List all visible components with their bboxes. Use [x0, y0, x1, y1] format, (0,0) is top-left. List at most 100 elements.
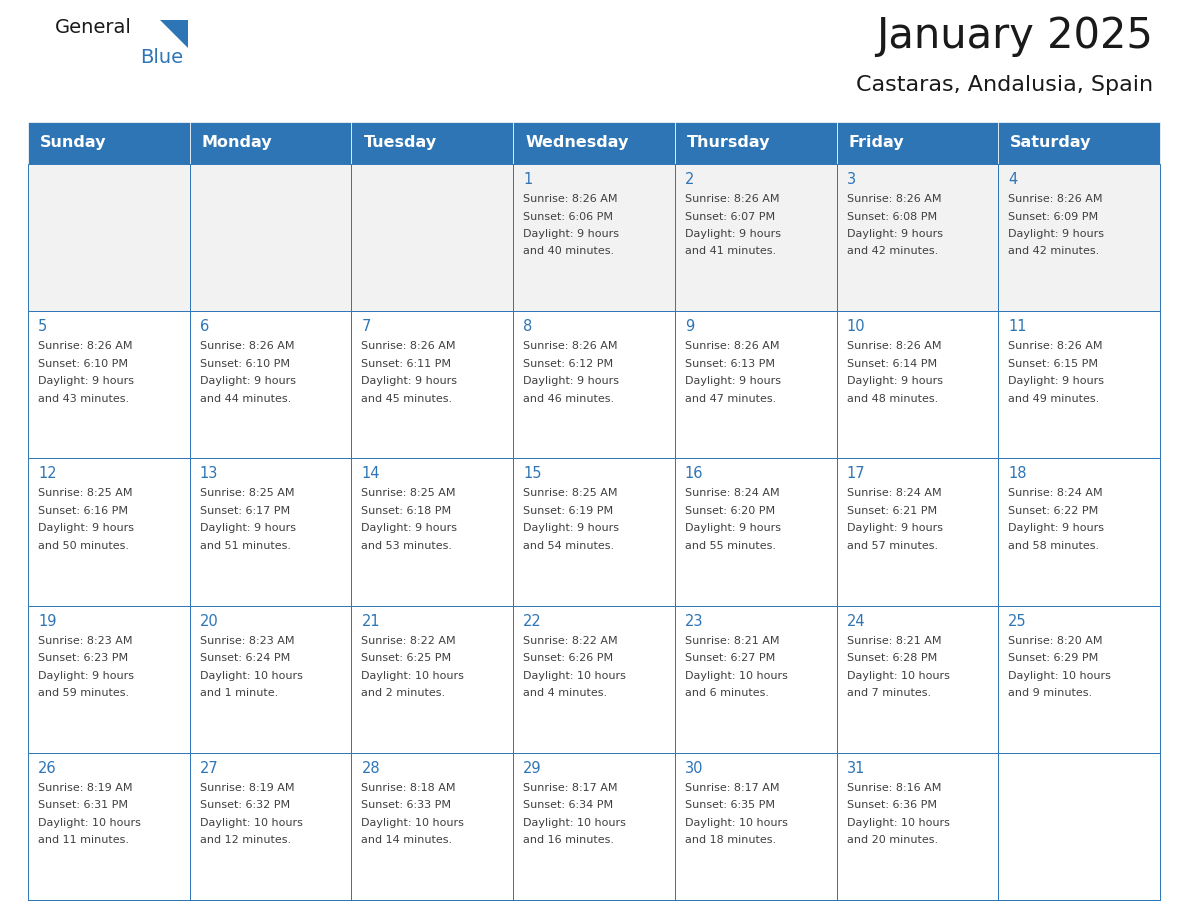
Text: and 11 minutes.: and 11 minutes.	[38, 835, 129, 845]
Text: Sunrise: 8:26 AM: Sunrise: 8:26 AM	[1009, 341, 1102, 352]
Text: 9: 9	[684, 319, 694, 334]
Text: Daylight: 9 hours: Daylight: 9 hours	[523, 229, 619, 239]
Text: 31: 31	[847, 761, 865, 776]
Bar	[190, 311, 352, 458]
Text: Sunrise: 8:26 AM: Sunrise: 8:26 AM	[38, 341, 133, 352]
Text: Sunday: Sunday	[40, 136, 107, 151]
Text: Daylight: 9 hours: Daylight: 9 hours	[200, 376, 296, 386]
Text: Blue: Blue	[140, 48, 183, 67]
Text: 5: 5	[38, 319, 48, 334]
Text: Thursday: Thursday	[687, 136, 770, 151]
Bar	[352, 606, 513, 753]
Text: 10: 10	[847, 319, 865, 334]
Bar	[675, 753, 836, 900]
Text: and 50 minutes.: and 50 minutes.	[38, 541, 129, 551]
Bar	[675, 122, 836, 164]
Bar	[513, 753, 675, 900]
Text: Daylight: 9 hours: Daylight: 9 hours	[523, 523, 619, 533]
Text: and 20 minutes.: and 20 minutes.	[847, 835, 937, 845]
Text: Sunrise: 8:26 AM: Sunrise: 8:26 AM	[1009, 194, 1102, 204]
Text: Sunset: 6:19 PM: Sunset: 6:19 PM	[523, 506, 613, 516]
Bar	[352, 753, 513, 900]
Text: and 46 minutes.: and 46 minutes.	[523, 394, 614, 404]
Bar	[29, 606, 190, 753]
Text: Daylight: 9 hours: Daylight: 9 hours	[684, 376, 781, 386]
Text: Sunset: 6:10 PM: Sunset: 6:10 PM	[200, 359, 290, 369]
Text: 4: 4	[1009, 172, 1018, 187]
Text: Daylight: 10 hours: Daylight: 10 hours	[1009, 671, 1111, 680]
Bar	[836, 311, 998, 458]
Text: 11: 11	[1009, 319, 1026, 334]
Text: and 12 minutes.: and 12 minutes.	[200, 835, 291, 845]
Text: 25: 25	[1009, 613, 1026, 629]
Bar	[998, 122, 1159, 164]
Text: Sunset: 6:21 PM: Sunset: 6:21 PM	[847, 506, 936, 516]
Text: Sunset: 6:11 PM: Sunset: 6:11 PM	[361, 359, 451, 369]
Bar	[352, 458, 513, 606]
Text: and 58 minutes.: and 58 minutes.	[1009, 541, 1099, 551]
Text: Daylight: 9 hours: Daylight: 9 hours	[1009, 229, 1105, 239]
Text: Sunrise: 8:25 AM: Sunrise: 8:25 AM	[523, 488, 618, 498]
Bar	[675, 164, 836, 311]
Bar	[513, 606, 675, 753]
Text: and 57 minutes.: and 57 minutes.	[847, 541, 937, 551]
Text: Daylight: 10 hours: Daylight: 10 hours	[200, 818, 303, 828]
Text: Sunrise: 8:26 AM: Sunrise: 8:26 AM	[361, 341, 456, 352]
Text: 3: 3	[847, 172, 855, 187]
Text: Sunset: 6:28 PM: Sunset: 6:28 PM	[847, 653, 937, 663]
Text: Sunset: 6:10 PM: Sunset: 6:10 PM	[38, 359, 128, 369]
Text: Sunset: 6:09 PM: Sunset: 6:09 PM	[1009, 211, 1099, 221]
Text: and 45 minutes.: and 45 minutes.	[361, 394, 453, 404]
Text: Saturday: Saturday	[1010, 136, 1092, 151]
Text: Sunrise: 8:17 AM: Sunrise: 8:17 AM	[523, 783, 618, 793]
Text: 30: 30	[684, 761, 703, 776]
Bar	[836, 164, 998, 311]
Text: Sunset: 6:24 PM: Sunset: 6:24 PM	[200, 653, 290, 663]
Text: 26: 26	[38, 761, 57, 776]
Text: 29: 29	[523, 761, 542, 776]
Text: Sunset: 6:08 PM: Sunset: 6:08 PM	[847, 211, 936, 221]
Text: Sunrise: 8:26 AM: Sunrise: 8:26 AM	[847, 341, 941, 352]
Bar	[29, 164, 190, 311]
Text: 28: 28	[361, 761, 380, 776]
Text: Monday: Monday	[202, 136, 272, 151]
Bar	[998, 606, 1159, 753]
Text: and 42 minutes.: and 42 minutes.	[847, 247, 937, 256]
Text: and 18 minutes.: and 18 minutes.	[684, 835, 776, 845]
Text: Daylight: 9 hours: Daylight: 9 hours	[1009, 376, 1105, 386]
Text: and 51 minutes.: and 51 minutes.	[200, 541, 291, 551]
Text: Daylight: 9 hours: Daylight: 9 hours	[38, 671, 134, 680]
Bar	[675, 311, 836, 458]
Text: Sunset: 6:18 PM: Sunset: 6:18 PM	[361, 506, 451, 516]
Text: 15: 15	[523, 466, 542, 481]
Text: and 6 minutes.: and 6 minutes.	[684, 688, 769, 698]
Text: Sunset: 6:15 PM: Sunset: 6:15 PM	[1009, 359, 1098, 369]
Bar	[190, 753, 352, 900]
Text: Sunrise: 8:24 AM: Sunrise: 8:24 AM	[684, 488, 779, 498]
Text: Sunrise: 8:26 AM: Sunrise: 8:26 AM	[200, 341, 295, 352]
Bar	[29, 311, 190, 458]
Text: Sunset: 6:13 PM: Sunset: 6:13 PM	[684, 359, 775, 369]
Text: Sunrise: 8:25 AM: Sunrise: 8:25 AM	[361, 488, 456, 498]
Bar	[998, 311, 1159, 458]
Text: 23: 23	[684, 613, 703, 629]
Text: and 49 minutes.: and 49 minutes.	[1009, 394, 1100, 404]
Text: Friday: Friday	[848, 136, 904, 151]
Text: 22: 22	[523, 613, 542, 629]
Text: 24: 24	[847, 613, 865, 629]
Text: Sunrise: 8:26 AM: Sunrise: 8:26 AM	[684, 194, 779, 204]
Text: and 16 minutes.: and 16 minutes.	[523, 835, 614, 845]
Text: Sunrise: 8:25 AM: Sunrise: 8:25 AM	[38, 488, 133, 498]
Text: Sunrise: 8:23 AM: Sunrise: 8:23 AM	[200, 635, 295, 645]
Text: 14: 14	[361, 466, 380, 481]
Bar	[29, 458, 190, 606]
Text: Daylight: 9 hours: Daylight: 9 hours	[361, 376, 457, 386]
Text: Daylight: 9 hours: Daylight: 9 hours	[200, 523, 296, 533]
Text: and 41 minutes.: and 41 minutes.	[684, 247, 776, 256]
Text: Sunrise: 8:24 AM: Sunrise: 8:24 AM	[1009, 488, 1102, 498]
Text: 2: 2	[684, 172, 694, 187]
Text: and 48 minutes.: and 48 minutes.	[847, 394, 937, 404]
Text: Sunset: 6:27 PM: Sunset: 6:27 PM	[684, 653, 775, 663]
Text: Sunset: 6:14 PM: Sunset: 6:14 PM	[847, 359, 936, 369]
Bar	[513, 311, 675, 458]
